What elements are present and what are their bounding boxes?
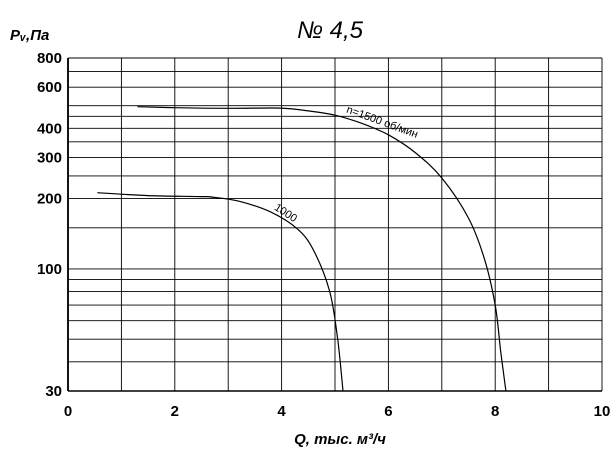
x-tick-label: 10 — [594, 403, 611, 420]
y-tick-label: 400 — [37, 120, 62, 137]
chart-title: № 4,5 — [297, 17, 364, 44]
grid — [67, 57, 603, 392]
y-tick-label: 30 — [45, 383, 62, 400]
x-tick-label: 6 — [384, 403, 392, 420]
series-line-1 — [97, 192, 344, 392]
y-tick-label: 100 — [37, 261, 62, 278]
series-group: n=1500 об/мин 1000 — [97, 104, 507, 392]
x-tick-label: 4 — [277, 403, 286, 420]
x-tick-label: 2 — [171, 403, 179, 420]
x-axis-label: Q, тыс. м³/ч — [294, 431, 386, 448]
x-tick-label: 8 — [491, 403, 499, 420]
series-label-0: n=1500 об/мин — [345, 104, 420, 141]
y-tick-label: 600 — [37, 79, 62, 96]
x-tick-label: 0 — [64, 403, 72, 420]
series-line-0 — [137, 106, 507, 392]
y-tick-label: 200 — [37, 191, 62, 208]
tick-labels: 0 2 4 6 8 10 30 100 200 300 400 600 800 — [37, 50, 610, 420]
y-tick-label: 800 — [37, 50, 62, 67]
y-tick-label: 300 — [37, 149, 62, 166]
series-label-1: 1000 — [272, 202, 299, 225]
y-axis-label: Pᵥ,Па — [10, 27, 49, 44]
